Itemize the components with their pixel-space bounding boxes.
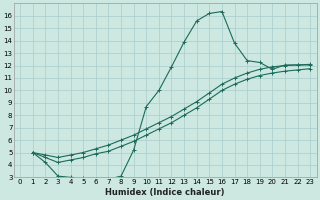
X-axis label: Humidex (Indice chaleur): Humidex (Indice chaleur) <box>106 188 225 197</box>
